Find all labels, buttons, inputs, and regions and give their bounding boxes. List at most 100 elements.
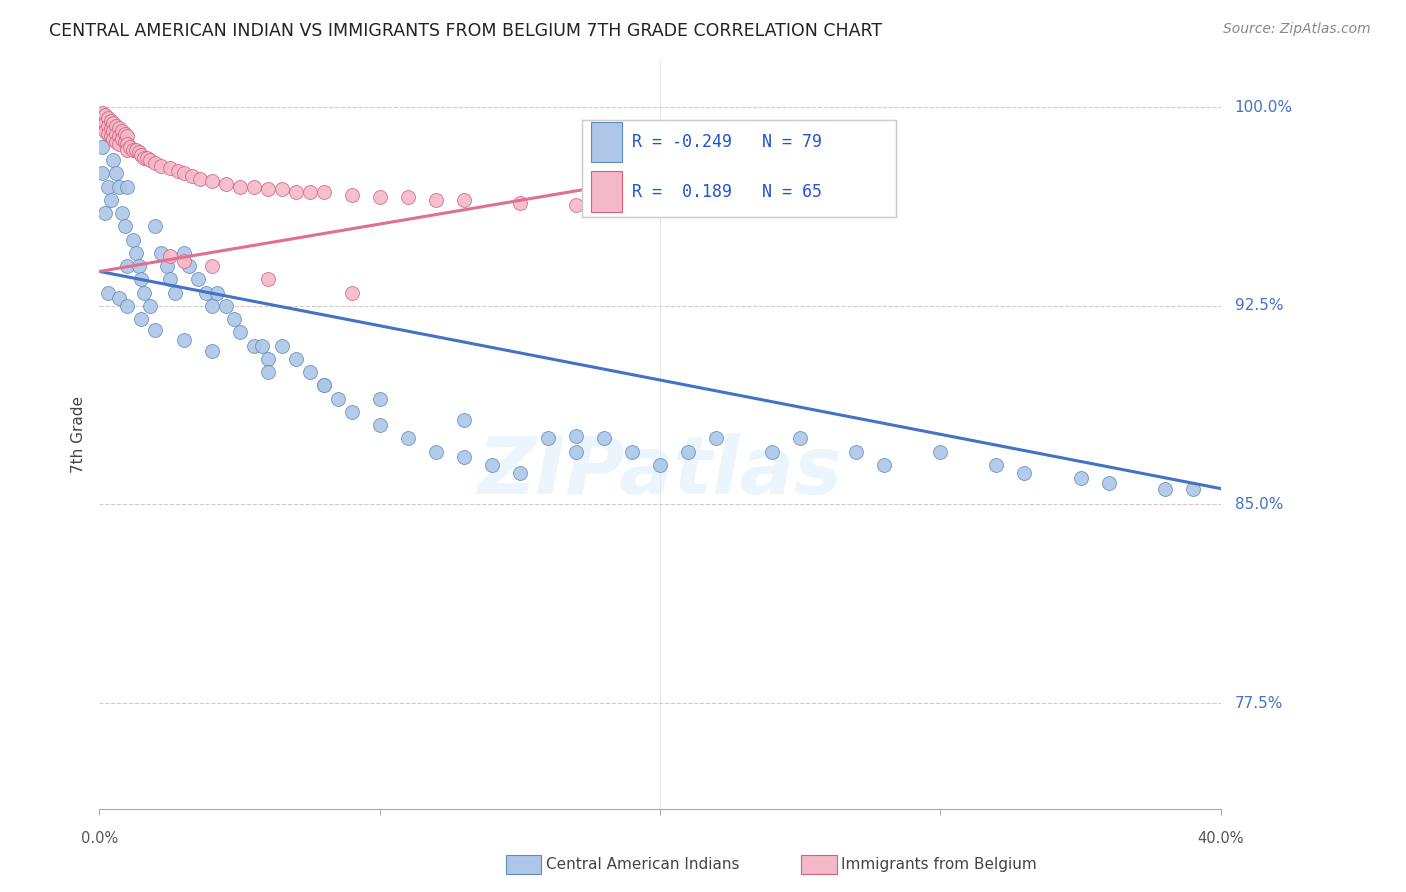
Point <box>94 108 117 122</box>
Text: Central American Indians: Central American Indians <box>546 857 740 871</box>
Point <box>873 458 896 472</box>
Text: Source: ZipAtlas.com: Source: ZipAtlas.com <box>1223 22 1371 37</box>
Text: 100.0%: 100.0% <box>1234 100 1292 115</box>
Point <box>108 179 131 194</box>
Point <box>200 343 222 358</box>
Point <box>134 285 156 300</box>
Point <box>117 179 139 194</box>
Point <box>122 143 145 157</box>
Point <box>986 458 1008 472</box>
Point <box>91 105 114 120</box>
Point <box>97 111 120 125</box>
Point <box>103 124 125 138</box>
Point <box>165 285 187 300</box>
Point <box>621 198 644 212</box>
Point <box>242 179 264 194</box>
Point <box>284 351 307 366</box>
Point <box>188 171 211 186</box>
Point <box>453 193 475 207</box>
Point <box>120 140 142 154</box>
Point <box>128 145 150 160</box>
Point <box>565 198 588 212</box>
Point <box>298 185 321 199</box>
Point <box>565 444 588 458</box>
Point <box>97 119 120 133</box>
Point <box>91 166 114 180</box>
Point <box>789 431 811 445</box>
Point <box>94 206 117 220</box>
Point <box>111 206 134 220</box>
Point <box>145 156 167 170</box>
Point <box>122 233 145 247</box>
Point <box>159 248 181 262</box>
Point <box>159 272 181 286</box>
Point <box>194 285 217 300</box>
Point <box>340 405 363 419</box>
Point <box>156 259 179 273</box>
Point <box>250 338 273 352</box>
Point <box>205 285 228 300</box>
Point <box>100 193 122 207</box>
Point <box>145 323 167 337</box>
Point <box>242 338 264 352</box>
Point <box>131 148 153 162</box>
Point <box>648 458 671 472</box>
Point <box>94 116 117 130</box>
Point <box>131 312 153 326</box>
Point <box>128 259 150 273</box>
Point <box>312 378 335 392</box>
Point <box>1070 471 1092 485</box>
Point <box>159 161 181 176</box>
Point <box>256 351 278 366</box>
Point <box>173 246 195 260</box>
Y-axis label: 7th Grade: 7th Grade <box>72 396 86 473</box>
Point <box>481 458 503 472</box>
Point <box>134 151 156 165</box>
Point <box>340 285 363 300</box>
Text: 77.5%: 77.5% <box>1234 696 1282 711</box>
Point <box>100 113 122 128</box>
Point <box>139 299 162 313</box>
Point <box>298 365 321 379</box>
Point <box>312 185 335 199</box>
Point <box>97 127 120 141</box>
Point <box>270 182 292 196</box>
Text: ZIPatlas: ZIPatlas <box>478 433 842 511</box>
Point <box>97 285 120 300</box>
Point <box>368 417 391 432</box>
Point <box>425 444 447 458</box>
Point <box>91 140 114 154</box>
Point <box>105 119 128 133</box>
Point <box>565 428 588 442</box>
Point <box>1014 466 1036 480</box>
Point <box>114 127 136 141</box>
Point <box>326 392 349 406</box>
Point <box>214 177 236 191</box>
Point <box>108 137 131 152</box>
Point <box>270 338 292 352</box>
Point <box>214 299 236 313</box>
Point <box>111 132 134 146</box>
Text: 0.0%: 0.0% <box>80 831 118 846</box>
Point <box>593 431 616 445</box>
Point <box>228 326 250 340</box>
Point <box>200 259 222 273</box>
Text: 85.0%: 85.0% <box>1234 497 1282 512</box>
Point <box>125 246 148 260</box>
Point <box>200 174 222 188</box>
Text: CENTRAL AMERICAN INDIAN VS IMMIGRANTS FROM BELGIUM 7TH GRADE CORRELATION CHART: CENTRAL AMERICAN INDIAN VS IMMIGRANTS FR… <box>49 22 883 40</box>
Point <box>1181 482 1204 496</box>
Text: 40.0%: 40.0% <box>1198 831 1244 846</box>
Point <box>621 444 644 458</box>
Point <box>108 291 131 305</box>
Point <box>91 113 114 128</box>
Point <box>509 466 531 480</box>
Point <box>704 431 727 445</box>
Point <box>103 116 125 130</box>
Point <box>117 137 139 152</box>
Point <box>125 143 148 157</box>
Point <box>312 378 335 392</box>
Point <box>150 246 173 260</box>
Point <box>396 431 419 445</box>
Point <box>105 166 128 180</box>
